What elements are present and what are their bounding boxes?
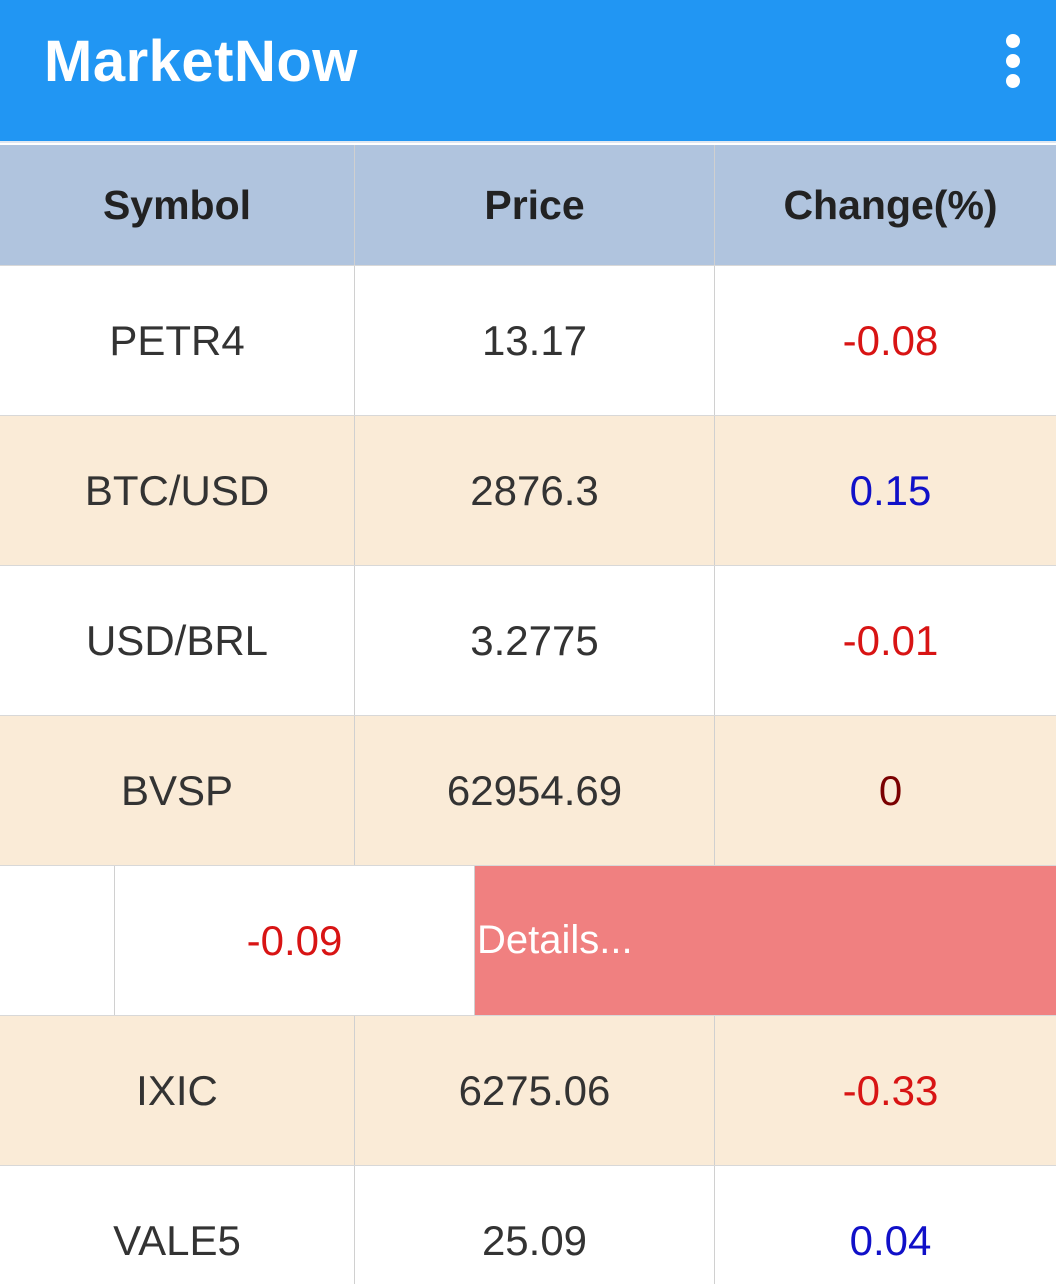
more-vert-icon[interactable]: [996, 34, 1030, 88]
header-price[interactable]: Price: [355, 145, 715, 265]
header-change[interactable]: Change(%): [783, 181, 998, 228]
price-cell: 62954.69: [355, 716, 715, 865]
change-cell: -0.08: [842, 316, 939, 364]
header-symbol[interactable]: Symbol: [0, 145, 355, 265]
table-row[interactable]: USD/BRL 3.2775 -0.01: [0, 566, 1056, 716]
change-cell: 0.15: [849, 466, 932, 514]
symbol-cell: BVSP: [0, 716, 355, 865]
change-cell: -0.33: [842, 1066, 939, 1114]
symbol-cell: VALE5: [0, 1166, 355, 1284]
symbol-cell: USD/BRL: [0, 566, 355, 715]
table-row-swiped[interactable]: -0.09 Details...: [0, 866, 1056, 1016]
change-cell: -0.01: [842, 616, 939, 664]
price-cell: 6275.06: [355, 1016, 715, 1165]
table-header-row: Symbol Price Change(%): [0, 145, 1056, 266]
table-row[interactable]: VALE5 25.09 0.04: [0, 1166, 1056, 1284]
swiped-price-remnant: [0, 866, 115, 1015]
app-bar: MarketNow: [0, 0, 1056, 143]
price-cell: 13.17: [355, 266, 715, 415]
overflow-dot: [1006, 54, 1020, 68]
table-row[interactable]: BVSP 62954.69 0: [0, 716, 1056, 866]
symbol-cell: IXIC: [0, 1016, 355, 1165]
price-cell: 25.09: [355, 1166, 715, 1284]
app-title: MarketNow: [44, 29, 358, 94]
price-cell: 3.2775: [355, 566, 715, 715]
symbol-cell: PETR4: [0, 266, 355, 415]
details-button[interactable]: Details...: [475, 866, 1056, 1015]
table-row[interactable]: IXIC 6275.06 -0.33: [0, 1016, 1056, 1166]
quotes-table: Symbol Price Change(%) PETR4 13.17 -0.08…: [0, 145, 1056, 1284]
price-cell: 2876.3: [355, 416, 715, 565]
overflow-dot: [1006, 74, 1020, 88]
table-row[interactable]: PETR4 13.17 -0.08: [0, 266, 1056, 416]
symbol-cell: BTC/USD: [0, 416, 355, 565]
overflow-dot: [1006, 34, 1020, 48]
change-cell: 0: [878, 766, 903, 814]
change-cell: 0.04: [849, 1216, 932, 1264]
change-cell: -0.09: [115, 866, 475, 1015]
table-row[interactable]: BTC/USD 2876.3 0.15: [0, 416, 1056, 566]
